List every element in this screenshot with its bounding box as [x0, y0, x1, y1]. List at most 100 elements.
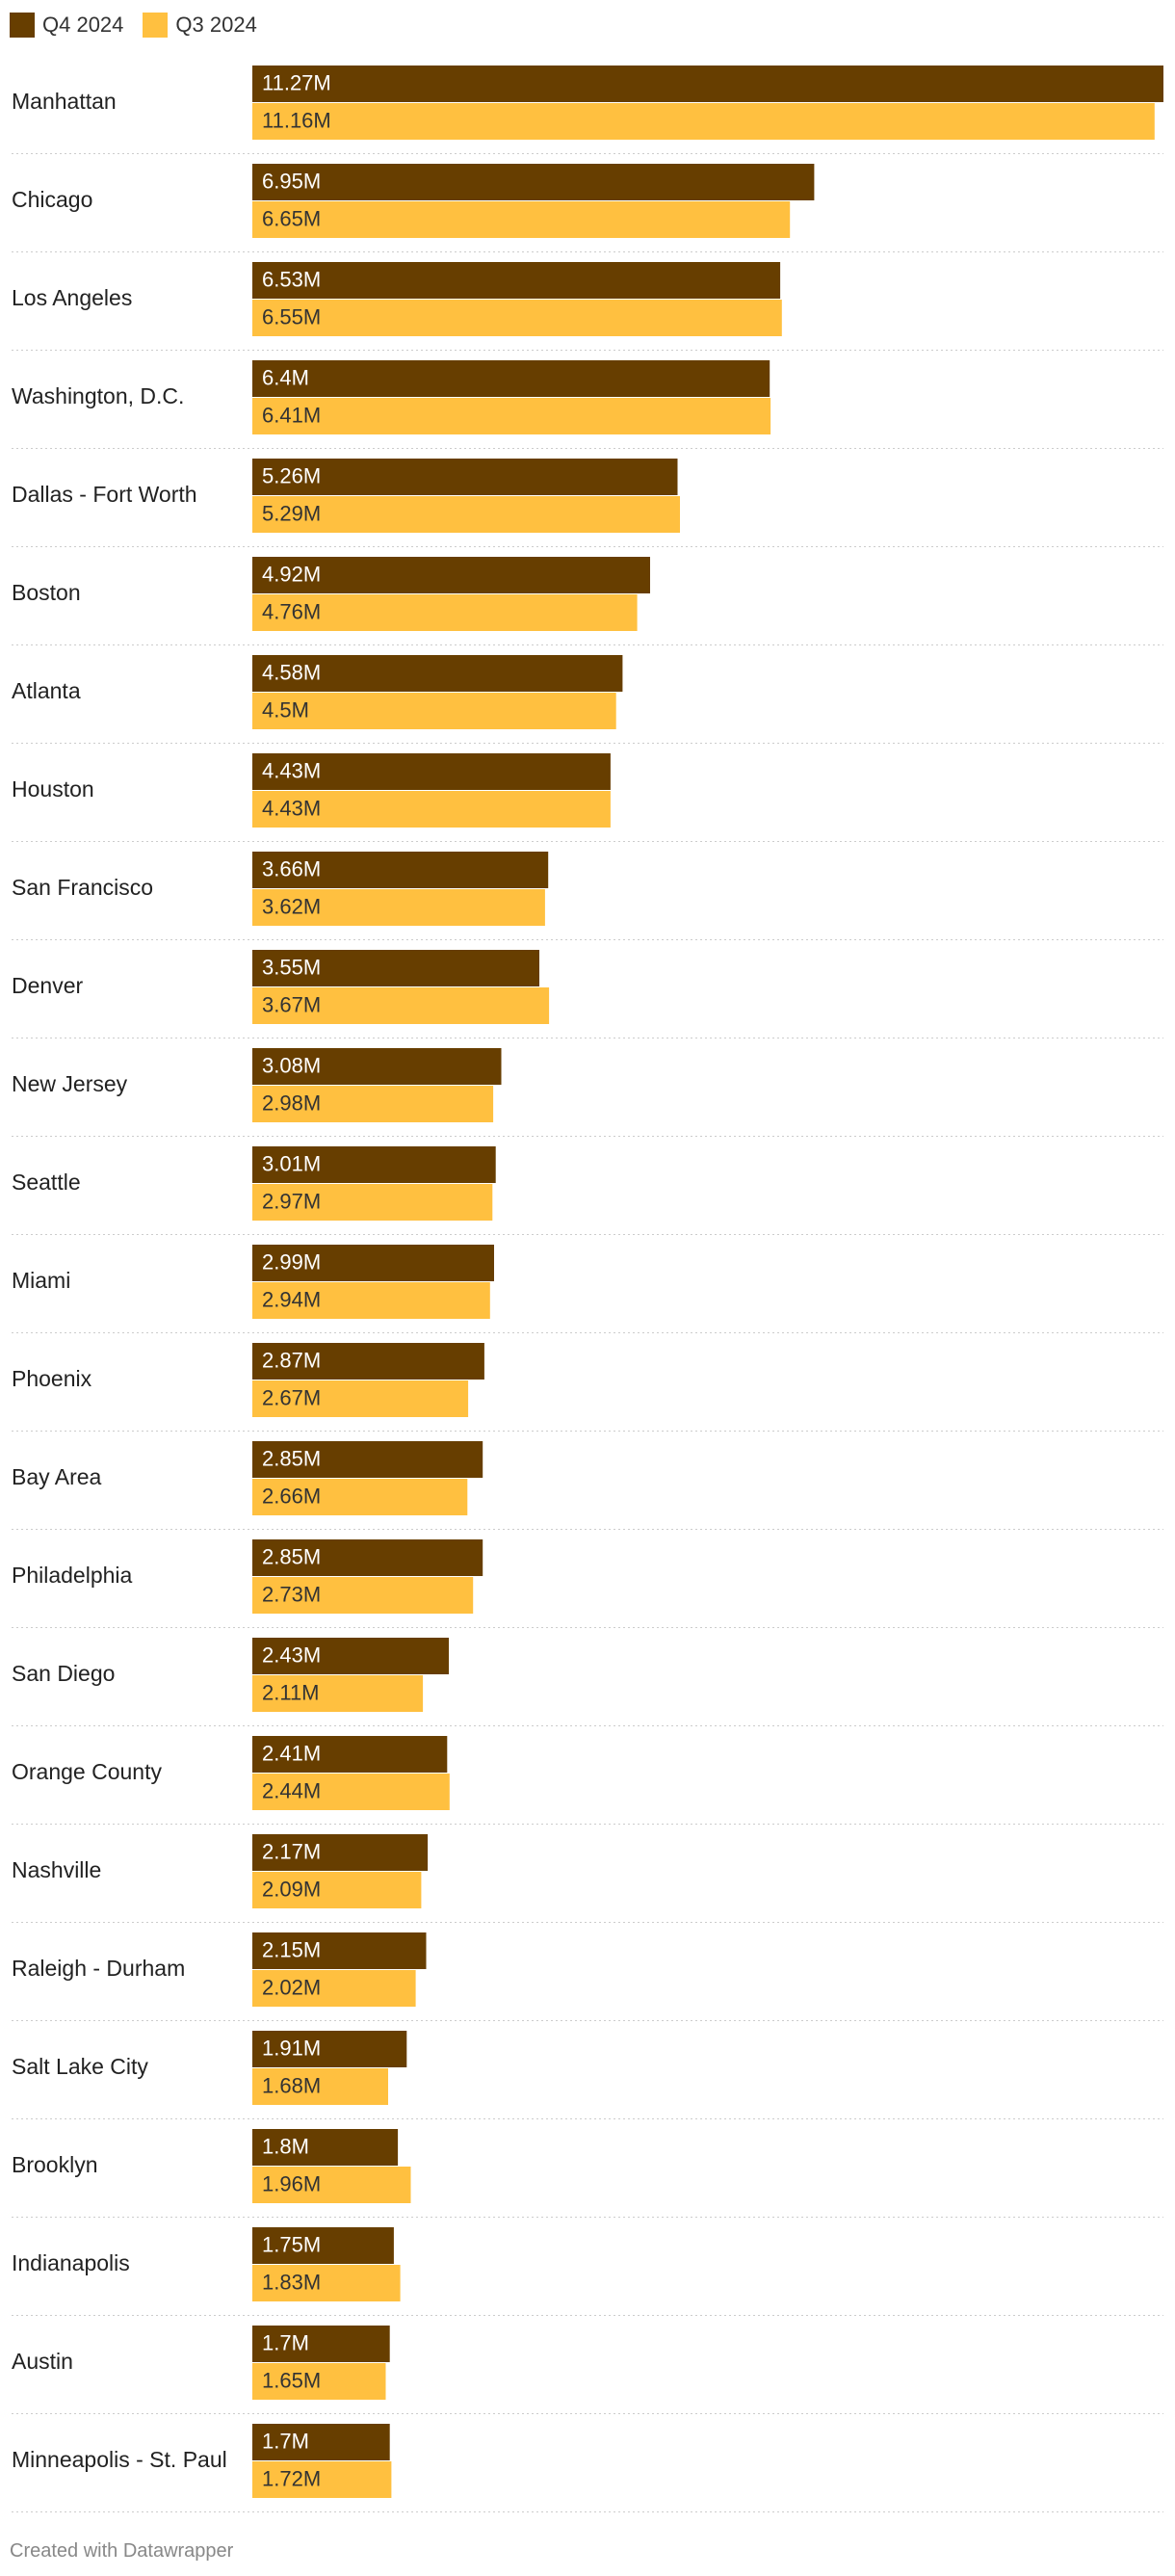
- data-label-boston-q3: 4.76M: [262, 599, 321, 623]
- data-label-bay-area-q3: 2.66M: [262, 1484, 321, 1508]
- category-label-phoenix: Phoenix: [12, 1366, 92, 1391]
- bar-houston-q3: [252, 791, 611, 828]
- data-label-bay-area-q4: 2.85M: [262, 1446, 321, 1470]
- category-label-salt-lake-city: Salt Lake City: [12, 2054, 148, 2079]
- data-label-san-diego-q3: 2.11M: [262, 1680, 320, 1704]
- data-label-boston-q4: 4.92M: [262, 562, 321, 586]
- category-label-houston: Houston: [12, 776, 94, 802]
- data-label-san-diego-q4: 2.43M: [262, 1643, 321, 1667]
- bar-phoenix-q4: [252, 1343, 484, 1380]
- bar-orange-county-q3: [252, 1774, 450, 1810]
- bar-salt-lake-city-q4: [252, 2031, 407, 2067]
- bar-manhattan-q3: [252, 103, 1155, 140]
- bar-atlanta-q4: [252, 655, 623, 692]
- legend: Q4 2024 Q3 2024: [10, 10, 257, 40]
- data-label-san-francisco-q4: 3.66M: [262, 856, 321, 881]
- data-label-austin-q3: 1.65M: [262, 2368, 321, 2392]
- category-label-los-angeles: Los Angeles: [12, 285, 132, 310]
- category-label-indianapolis: Indianapolis: [12, 2250, 130, 2275]
- data-label-atlanta-q3: 4.5M: [262, 697, 309, 722]
- data-label-brooklyn-q3: 1.96M: [262, 2171, 321, 2195]
- data-label-chicago-q3: 6.65M: [262, 206, 321, 230]
- bar-brooklyn-q4: [252, 2129, 399, 2166]
- data-label-minneapolis-st-paul-q3: 1.72M: [262, 2466, 321, 2490]
- bar-nashville-q3: [252, 1872, 422, 1908]
- data-label-miami-q3: 2.94M: [262, 1287, 321, 1311]
- data-label-philadelphia-q4: 2.85M: [262, 1544, 321, 1568]
- data-label-atlanta-q4: 4.58M: [262, 660, 321, 684]
- category-label-orange-county: Orange County: [12, 1759, 162, 1784]
- data-label-denver-q3: 3.67M: [262, 992, 321, 1016]
- category-label-nashville: Nashville: [12, 1857, 101, 1882]
- data-label-houston-q3: 4.43M: [262, 796, 321, 820]
- bar-minneapolis-st-paul-q3: [252, 2461, 392, 2498]
- footer-credit: Created with Datawrapper: [10, 2540, 234, 2562]
- bar-san-diego-q4: [252, 1638, 449, 1674]
- bar-orange-county-q4: [252, 1736, 448, 1773]
- data-label-manhattan-q4: 11.27M: [262, 70, 331, 94]
- data-label-phoenix-q3: 2.67M: [262, 1385, 321, 1409]
- data-label-phoenix-q4: 2.87M: [262, 1348, 321, 1372]
- data-label-raleigh-durham-q3: 2.02M: [262, 1975, 321, 1999]
- data-label-washington-d-c-q3: 6.41M: [262, 403, 321, 427]
- bar-philadelphia-q3: [252, 1577, 474, 1614]
- category-label-dallas-fort-worth: Dallas - Fort Worth: [12, 482, 197, 507]
- category-label-san-diego: San Diego: [12, 1661, 115, 1686]
- category-label-chicago: Chicago: [12, 187, 92, 212]
- bar-new-jersey-q3: [252, 1086, 494, 1122]
- data-label-miami-q4: 2.99M: [262, 1249, 321, 1274]
- bar-new-jersey-q4: [252, 1048, 502, 1085]
- data-label-brooklyn-q4: 1.8M: [262, 2134, 309, 2158]
- legend-swatch-q3: [143, 13, 169, 38]
- bar-washington-d-c-q3: [252, 398, 771, 434]
- data-label-seattle-q4: 3.01M: [262, 1151, 321, 1175]
- bar-san-francisco-q3: [252, 889, 545, 926]
- legend-swatch-q4: [10, 13, 35, 38]
- category-label-raleigh-durham: Raleigh - Durham: [12, 1956, 185, 1981]
- bar-indianapolis-q3: [252, 2265, 401, 2301]
- bar-washington-d-c-q4: [252, 360, 770, 397]
- bar-boston-q4: [252, 557, 650, 593]
- data-label-dallas-fort-worth-q4: 5.26M: [262, 463, 321, 487]
- bar-seattle-q4: [252, 1146, 496, 1183]
- data-label-salt-lake-city-q4: 1.91M: [262, 2036, 321, 2060]
- category-label-seattle: Seattle: [12, 1170, 81, 1195]
- legend-label-q3: Q3 2024: [175, 13, 257, 37]
- bar-raleigh-durham-q4: [252, 1932, 427, 1969]
- category-label-san-francisco: San Francisco: [12, 875, 153, 900]
- bar-phoenix-q3: [252, 1380, 469, 1417]
- data-label-houston-q4: 4.43M: [262, 758, 321, 782]
- bar-brooklyn-q3: [252, 2167, 411, 2203]
- data-label-orange-county-q3: 2.44M: [262, 1778, 321, 1802]
- legend-label-q4: Q4 2024: [42, 13, 124, 37]
- category-label-washington-d-c: Washington, D.C.: [12, 383, 184, 408]
- bar-austin-q3: [252, 2363, 386, 2400]
- bar-denver-q3: [252, 987, 550, 1024]
- bar-denver-q4: [252, 950, 539, 986]
- data-label-los-angeles-q4: 6.53M: [262, 267, 321, 291]
- legend-item-q4: Q4 2024: [10, 13, 123, 38]
- bar-bay-area-q4: [252, 1441, 483, 1478]
- data-label-nashville-q4: 2.17M: [262, 1839, 321, 1863]
- bar-manhattan-q4: [252, 66, 1163, 102]
- category-label-brooklyn: Brooklyn: [12, 2152, 97, 2177]
- bar-nashville-q4: [252, 1834, 429, 1871]
- bar-dallas-fort-worth-q3: [252, 496, 680, 533]
- bar-indianapolis-q4: [252, 2227, 394, 2264]
- data-label-minneapolis-st-paul-q4: 1.7M: [262, 2429, 309, 2453]
- bar-miami-q4: [252, 1245, 494, 1281]
- bar-raleigh-durham-q3: [252, 1970, 416, 2007]
- data-label-manhattan-q3: 11.16M: [262, 108, 331, 132]
- bar-seattle-q3: [252, 1184, 493, 1221]
- bar-bay-area-q3: [252, 1479, 468, 1515]
- category-label-boston: Boston: [12, 580, 81, 605]
- bar-san-francisco-q4: [252, 852, 549, 888]
- data-label-denver-q4: 3.55M: [262, 955, 321, 979]
- data-label-salt-lake-city-q3: 1.68M: [262, 2073, 321, 2097]
- data-label-san-francisco-q3: 3.62M: [262, 894, 321, 918]
- bar-san-diego-q3: [252, 1675, 424, 1712]
- bar-philadelphia-q4: [252, 1539, 483, 1576]
- data-label-dallas-fort-worth-q3: 5.29M: [262, 501, 321, 525]
- bar-houston-q4: [252, 753, 611, 790]
- data-label-los-angeles-q3: 6.55M: [262, 304, 321, 329]
